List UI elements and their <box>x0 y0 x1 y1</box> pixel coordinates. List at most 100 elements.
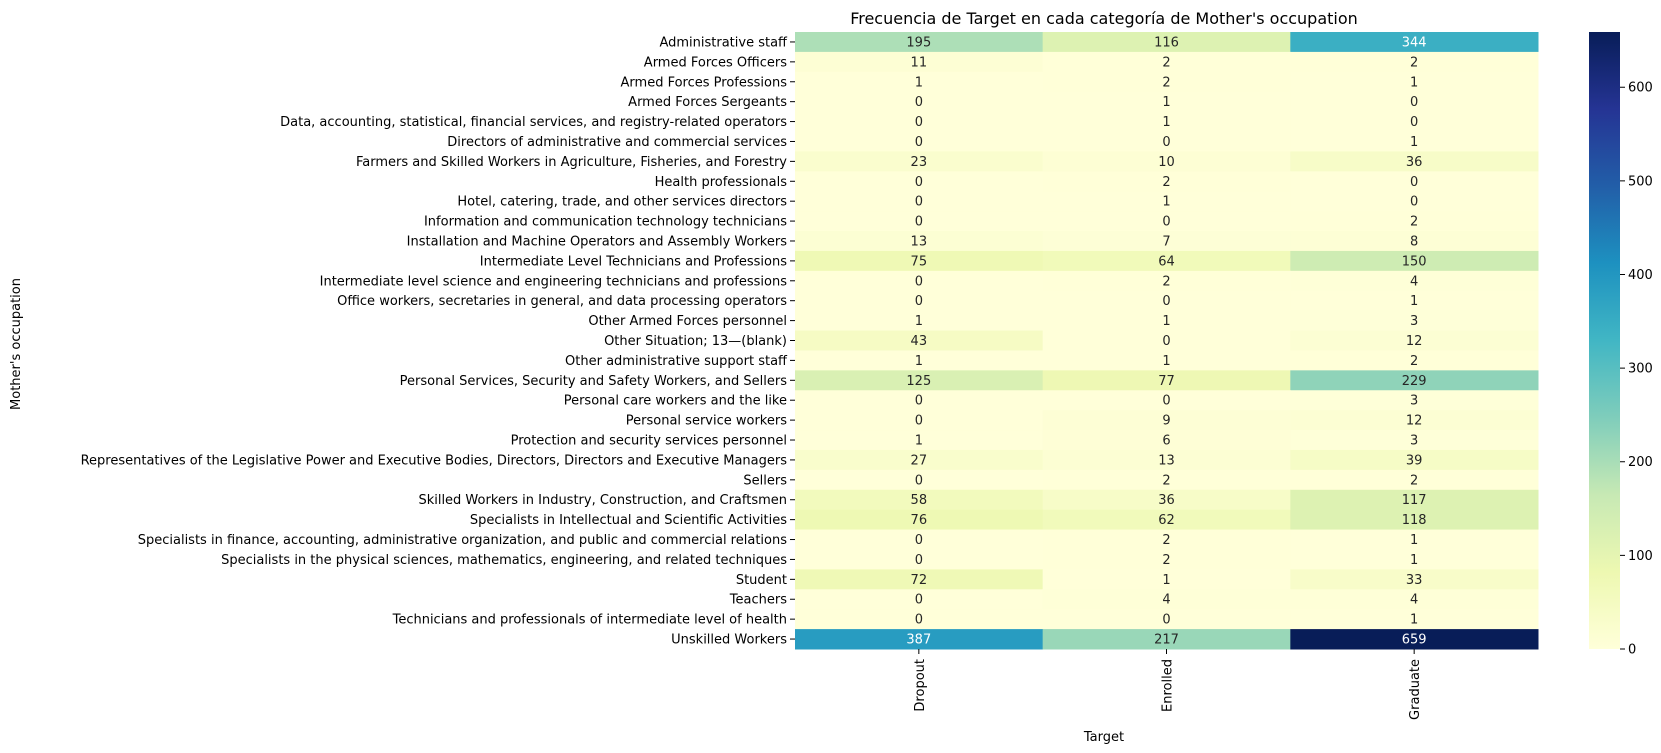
colorbar: 0 100 200 300 400 500 600 <box>1589 32 1653 658</box>
cell-value-label: 1 <box>915 75 923 90</box>
row-tick-label: Representatives of the Legislative Power… <box>81 453 788 468</box>
heatmap-cell <box>1042 410 1291 431</box>
cell-value-label: 1 <box>1410 75 1418 90</box>
heatmap-cell <box>1290 370 1539 391</box>
colorbar-tick-label: 300 <box>1628 362 1653 377</box>
cell-value-label: 0 <box>915 414 923 429</box>
y-axis-label: Mother's occupation <box>9 278 24 410</box>
heatmap-cell <box>1290 390 1539 411</box>
heatmap-cell <box>795 51 1044 73</box>
heatmap-cell <box>795 430 1044 451</box>
cell-value-label: 33 <box>1406 573 1423 588</box>
row-tick-label: Personal Services, Security and Safety W… <box>400 374 788 389</box>
heatmap-cell <box>1042 111 1291 133</box>
cell-value-label: 0 <box>915 613 923 628</box>
heatmap-cell <box>1042 191 1291 212</box>
heatmap-cell <box>795 250 1044 272</box>
heatmap-cell <box>795 609 1044 630</box>
row-tick-label: Specialists in the physical sciences, ma… <box>221 553 787 568</box>
heatmap-cell <box>1042 330 1291 351</box>
cell-value-label: 2 <box>1410 55 1418 70</box>
cell-value-label: 12 <box>1406 414 1423 429</box>
heatmap-cell <box>1290 51 1539 73</box>
cell-value-label: 62 <box>1158 513 1175 528</box>
cell-value-label: 43 <box>911 334 928 349</box>
cell-value-label: 27 <box>911 453 928 468</box>
row-tick-label: Armed Forces Sergeants <box>628 95 787 110</box>
cell-value-label: 72 <box>911 573 928 588</box>
cell-value-label: 3 <box>1410 394 1418 409</box>
heatmap-cell <box>1290 489 1539 511</box>
cell-value-label: 1 <box>1162 115 1170 130</box>
heatmap-cell <box>1290 270 1539 292</box>
row-tick-label: Personal care workers and the like <box>564 394 787 409</box>
cell-value-label: 1 <box>1410 294 1418 309</box>
cell-value-label: 13 <box>911 234 928 249</box>
heatmap-cell <box>1042 250 1291 272</box>
row-tick-label: Student <box>736 573 787 588</box>
heatmap-cell <box>795 270 1044 292</box>
cell-value-label: 36 <box>1406 155 1423 170</box>
cell-value-label: 0 <box>915 533 923 548</box>
cell-value-label: 3 <box>1410 314 1418 329</box>
heatmap-cell <box>1042 509 1291 531</box>
heatmap-cell <box>1290 250 1539 272</box>
row-tick-label: Protection and security services personn… <box>511 434 787 449</box>
cell-value-label: 1 <box>915 434 923 449</box>
heatmap-cell <box>1290 509 1539 531</box>
heatmap-cell <box>1042 350 1291 371</box>
colorbar-tick-label: 500 <box>1628 174 1653 189</box>
cell-value-label: 1 <box>1162 95 1170 110</box>
heatmap-cell <box>1042 489 1291 511</box>
cell-value-label: 0 <box>915 115 923 130</box>
cell-value-label: 195 <box>906 35 931 50</box>
heatmap-cell <box>795 71 1044 93</box>
cell-value-label: 1 <box>1162 354 1170 369</box>
cell-value-label: 12 <box>1406 334 1423 349</box>
heatmap-cell <box>1290 151 1539 172</box>
cell-value-label: 0 <box>1410 115 1418 130</box>
heatmap-cell <box>1042 231 1291 252</box>
cell-value-label: 0 <box>915 95 923 110</box>
heatmap-cell <box>1042 151 1291 172</box>
row-tick-label: Unskilled Workers <box>671 633 787 648</box>
heatmap-cell <box>795 469 1044 491</box>
cell-value-label: 0 <box>1162 613 1170 628</box>
cell-value-label: 75 <box>911 254 928 269</box>
heatmap-cell <box>795 32 1044 53</box>
heatmap-cell <box>795 390 1044 411</box>
cell-value-label: 0 <box>1162 135 1170 150</box>
column-tick-label: Dropout <box>913 659 928 712</box>
row-tick-label: Installation and Machine Operators and A… <box>407 234 788 249</box>
row-tick-label: Intermediate level science and engineeri… <box>320 274 788 289</box>
cell-value-label: 125 <box>906 374 931 389</box>
cell-value-label: 77 <box>1158 374 1175 389</box>
column-tick-label: Graduate <box>1408 659 1423 720</box>
cell-value-label: 2 <box>1162 274 1170 289</box>
heatmap-cell <box>1290 529 1539 550</box>
heatmap-cell <box>1042 211 1291 232</box>
row-tick-label: Data, accounting, statistical, financial… <box>280 115 787 130</box>
heatmap-cell <box>1042 569 1291 590</box>
cell-value-label: 2 <box>1410 473 1418 488</box>
row-tick-label: Information and communication technology… <box>424 215 787 230</box>
heatmap-cell <box>1042 370 1291 391</box>
heatmap-cell <box>795 489 1044 511</box>
cell-value-label: 11 <box>911 55 928 70</box>
heatmap-cell <box>1290 330 1539 351</box>
column-tick-labels: Dropout Enrolled Graduate <box>913 649 1423 720</box>
cell-value-label: 23 <box>911 155 928 170</box>
heatmap-cell <box>795 191 1044 212</box>
heatmap-cell <box>795 171 1044 192</box>
row-tick-label: Armed Forces Professions <box>621 75 788 90</box>
cell-value-label: 58 <box>911 493 928 508</box>
heatmap-cell <box>1042 32 1291 53</box>
cell-value-label: 229 <box>1402 374 1427 389</box>
cell-value-label: 4 <box>1410 593 1418 608</box>
colorbar-tick-label: 0 <box>1628 643 1636 658</box>
heatmap-cell <box>1042 290 1291 312</box>
heatmap-cell <box>1290 290 1539 312</box>
cell-value-label: 1 <box>1162 314 1170 329</box>
